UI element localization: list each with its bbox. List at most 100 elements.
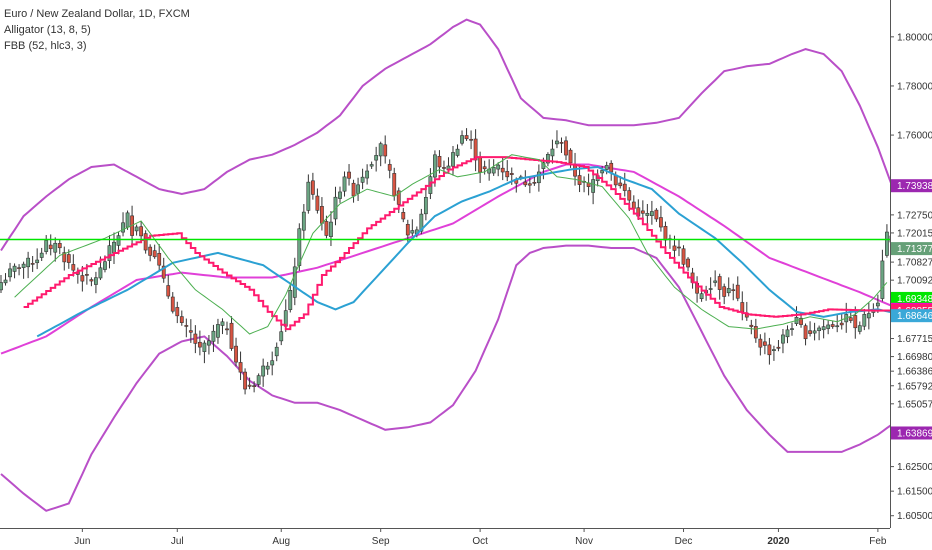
candle-body	[853, 315, 858, 329]
candle-body	[374, 155, 379, 161]
candle	[387, 159, 392, 179]
price-badge-background	[891, 179, 932, 193]
candle-body	[229, 322, 234, 349]
x-tick-label: Dec	[675, 536, 693, 547]
price-badge: 1.73938	[891, 179, 932, 193]
candle	[740, 291, 745, 321]
candle	[880, 249, 885, 302]
candle-body	[631, 201, 636, 209]
candle-body	[762, 341, 767, 346]
candle-body	[107, 245, 112, 261]
y-tick: 1.60500	[890, 511, 932, 522]
candle-body	[17, 267, 21, 269]
candle	[668, 234, 672, 249]
candle	[30, 255, 35, 272]
y-tick: 1.80000	[890, 32, 932, 43]
candle	[622, 172, 627, 197]
price-badge-label: 1.71377	[897, 244, 932, 255]
candle-body	[433, 154, 437, 178]
basis-line	[0, 163, 892, 355]
candle-body	[591, 179, 596, 193]
candle-body	[396, 190, 401, 205]
candle-body	[532, 182, 537, 184]
y-tick: 1.70827	[890, 258, 932, 269]
candle-body	[717, 276, 722, 290]
y-tick: 1.66980	[890, 352, 932, 363]
candle	[39, 247, 44, 261]
candle	[347, 164, 351, 186]
x-tick-label: Jun	[74, 536, 90, 547]
candle-body	[256, 375, 261, 385]
candle-body	[885, 231, 889, 256]
x-tick-label: 2020	[767, 536, 790, 547]
candle-body	[261, 365, 266, 377]
candle-body	[708, 288, 713, 290]
candle	[826, 320, 831, 335]
candle	[274, 342, 279, 362]
candle	[609, 160, 614, 181]
candle	[292, 257, 297, 306]
price-badge-background	[891, 309, 932, 323]
candle	[161, 257, 166, 283]
candle	[649, 200, 654, 225]
candle	[582, 176, 586, 193]
candle-body	[112, 241, 116, 254]
candle	[184, 318, 189, 338]
y-tick-label: 1.65792	[897, 381, 932, 392]
candle-body	[550, 148, 555, 157]
candle	[234, 337, 238, 367]
y-tick-label: 1.70092	[897, 276, 932, 287]
candle-body	[423, 197, 428, 215]
candle-body	[464, 135, 469, 140]
candle-body	[437, 156, 442, 168]
candle-body	[753, 326, 758, 339]
symbol-title[interactable]: Euro / New Zealand Dollar, 1D, FXCM	[4, 8, 190, 20]
fbb-legend[interactable]: FBB (52, hlc3, 3)	[4, 40, 87, 52]
candle	[790, 322, 794, 336]
candle-body	[862, 314, 867, 327]
time-axis[interactable]: Jun Jul Aug Sep Oct Nov Dec 2020 Feb	[0, 528, 932, 550]
candle	[726, 277, 731, 297]
candle-body	[175, 307, 180, 317]
candle	[772, 345, 776, 361]
x-tick-label: Oct	[472, 536, 488, 547]
price-axis[interactable]: 1.800001.780001.760001.727501.720151.714…	[890, 0, 932, 528]
candle-body	[310, 180, 315, 195]
candle-body	[564, 140, 568, 156]
candle-body	[216, 324, 220, 338]
candle-body	[238, 362, 243, 373]
candle	[699, 290, 704, 302]
candle	[532, 175, 537, 186]
candle-body	[875, 302, 880, 307]
candle-body	[713, 280, 718, 283]
candle-body	[184, 325, 189, 327]
candle	[365, 164, 370, 185]
candle-body	[622, 183, 627, 191]
candle-body	[179, 316, 184, 323]
candle-body	[740, 302, 745, 313]
candle	[839, 314, 844, 330]
candle-body	[767, 344, 772, 356]
candle	[464, 128, 469, 141]
y-tick-label: 1.72015	[897, 228, 932, 239]
candle-body	[320, 206, 324, 224]
candle	[121, 212, 125, 237]
candle	[586, 173, 591, 196]
candle	[229, 316, 234, 351]
candle-body	[654, 209, 659, 220]
candle-body	[609, 162, 614, 173]
candle	[659, 205, 663, 232]
y-tick: 1.62500	[890, 462, 932, 473]
alligator-legend[interactable]: Alligator (13, 8, 5)	[4, 24, 91, 36]
candle-body	[726, 288, 731, 294]
candle	[152, 244, 157, 259]
candle-body	[84, 274, 89, 276]
candle	[338, 186, 342, 203]
candle-body	[812, 330, 817, 334]
candle	[216, 318, 220, 344]
candle-body	[166, 285, 171, 297]
candle	[392, 167, 397, 201]
candle-body	[80, 275, 85, 282]
candle	[555, 130, 559, 149]
